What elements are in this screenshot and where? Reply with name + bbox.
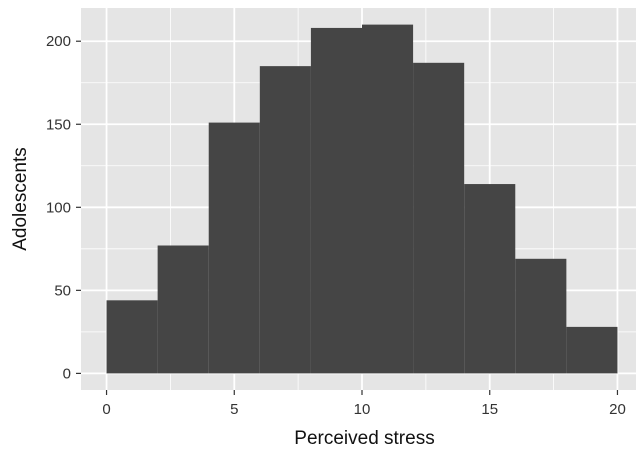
- x-tick-label: 10: [354, 401, 371, 418]
- y-tick-label: 100: [46, 199, 71, 216]
- x-axis-title: Perceived stress: [294, 428, 434, 449]
- histogram-bar: [208, 122, 260, 374]
- y-axis: 0 50 100 150 200: [46, 33, 81, 382]
- x-tick-label: 20: [609, 401, 626, 418]
- histogram-bar: [362, 24, 414, 374]
- x-axis: 0 5 10 15 20: [102, 390, 626, 418]
- histogram-bar: [515, 258, 567, 374]
- histogram-bar: [464, 184, 516, 374]
- histogram-bar: [157, 245, 209, 374]
- histogram-bars: [106, 24, 618, 374]
- histogram-bar: [566, 326, 618, 374]
- x-tick-label: 5: [230, 401, 238, 418]
- histogram-bar: [413, 62, 465, 374]
- y-axis-title: Adolescents: [10, 147, 31, 251]
- x-tick-label: 15: [481, 401, 498, 418]
- y-tick-label: 0: [63, 365, 71, 382]
- y-tick-label: 200: [46, 33, 71, 50]
- histogram-bar: [106, 300, 158, 374]
- x-tick-label: 0: [102, 401, 110, 418]
- histogram-bar: [310, 27, 362, 374]
- y-tick-label: 150: [46, 116, 71, 133]
- histogram-bar: [259, 66, 311, 374]
- y-tick-label: 50: [54, 282, 71, 299]
